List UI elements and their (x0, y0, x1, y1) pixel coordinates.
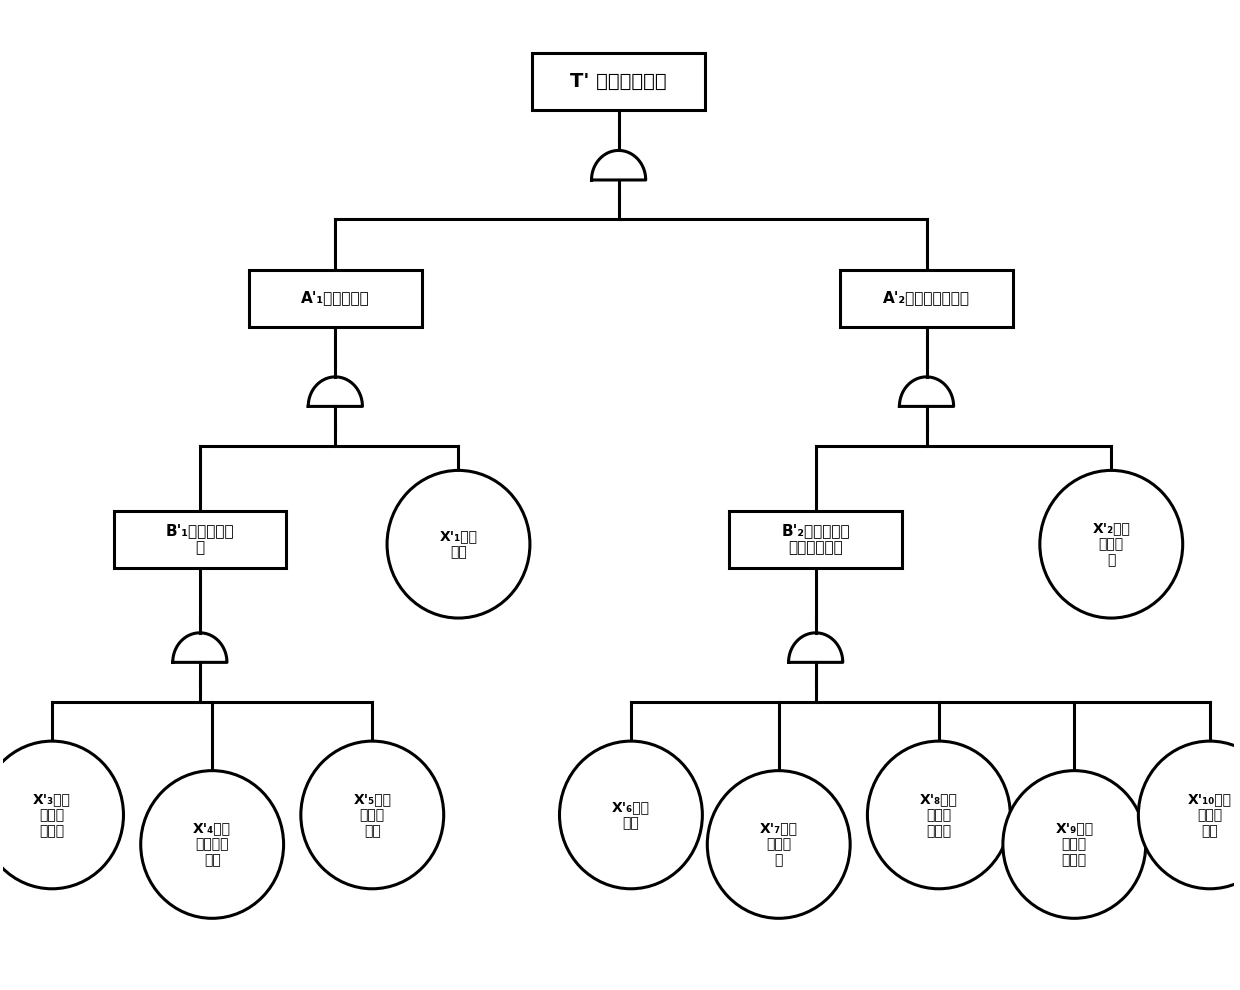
Text: X'₅充电
桩运行
正常: X'₅充电 桩运行 正常 (353, 792, 392, 839)
Ellipse shape (1040, 470, 1183, 618)
Polygon shape (591, 150, 646, 180)
Polygon shape (309, 377, 362, 407)
Ellipse shape (707, 770, 851, 919)
Text: X'₄风冷
热泵运行
正常: X'₄风冷 热泵运行 正常 (193, 822, 231, 867)
Polygon shape (789, 633, 843, 662)
Ellipse shape (559, 742, 702, 889)
Ellipse shape (140, 770, 284, 919)
FancyBboxPatch shape (532, 53, 704, 110)
Text: X'₃车间
负荷运
行正常: X'₃车间 负荷运 行正常 (33, 792, 71, 839)
Polygon shape (172, 633, 227, 662)
Ellipse shape (387, 470, 529, 618)
Ellipse shape (301, 742, 444, 889)
FancyBboxPatch shape (841, 269, 1013, 327)
FancyBboxPatch shape (729, 511, 901, 568)
Text: X'₂光伏
发电正
常: X'₂光伏 发电正 常 (1092, 521, 1130, 567)
Text: X'₈燃气
轮机运
行正常: X'₈燃气 轮机运 行正常 (920, 792, 957, 839)
Text: X'₁₀溴化
锂机组
运行: X'₁₀溴化 锂机组 运行 (1188, 792, 1231, 839)
Ellipse shape (1003, 770, 1146, 919)
Ellipse shape (868, 742, 1011, 889)
Text: B'₂无其他能源
供应形式故障: B'₂无其他能源 供应形式故障 (781, 523, 849, 555)
Text: A'₂无能源供应故障: A'₂无能源供应故障 (883, 291, 970, 306)
Text: A'₁无荷网故障: A'₁无荷网故障 (301, 291, 370, 306)
Text: X'₁配电
正常: X'₁配电 正常 (439, 529, 477, 559)
Text: X'₉余热
锅炉运
行正常: X'₉余热 锅炉运 行正常 (1055, 822, 1094, 867)
FancyBboxPatch shape (114, 511, 286, 568)
Text: B'₁无负荷侧故
障: B'₁无负荷侧故 障 (165, 523, 234, 555)
Text: X'₇储能
运行正
常: X'₇储能 运行正 常 (760, 822, 797, 867)
Polygon shape (899, 377, 954, 407)
FancyBboxPatch shape (249, 269, 422, 327)
Text: T' 微电网无失效: T' 微电网无失效 (570, 72, 667, 91)
Ellipse shape (0, 742, 124, 889)
Ellipse shape (1138, 742, 1240, 889)
Text: X'₆风电
正常: X'₆风电 正常 (611, 800, 650, 830)
